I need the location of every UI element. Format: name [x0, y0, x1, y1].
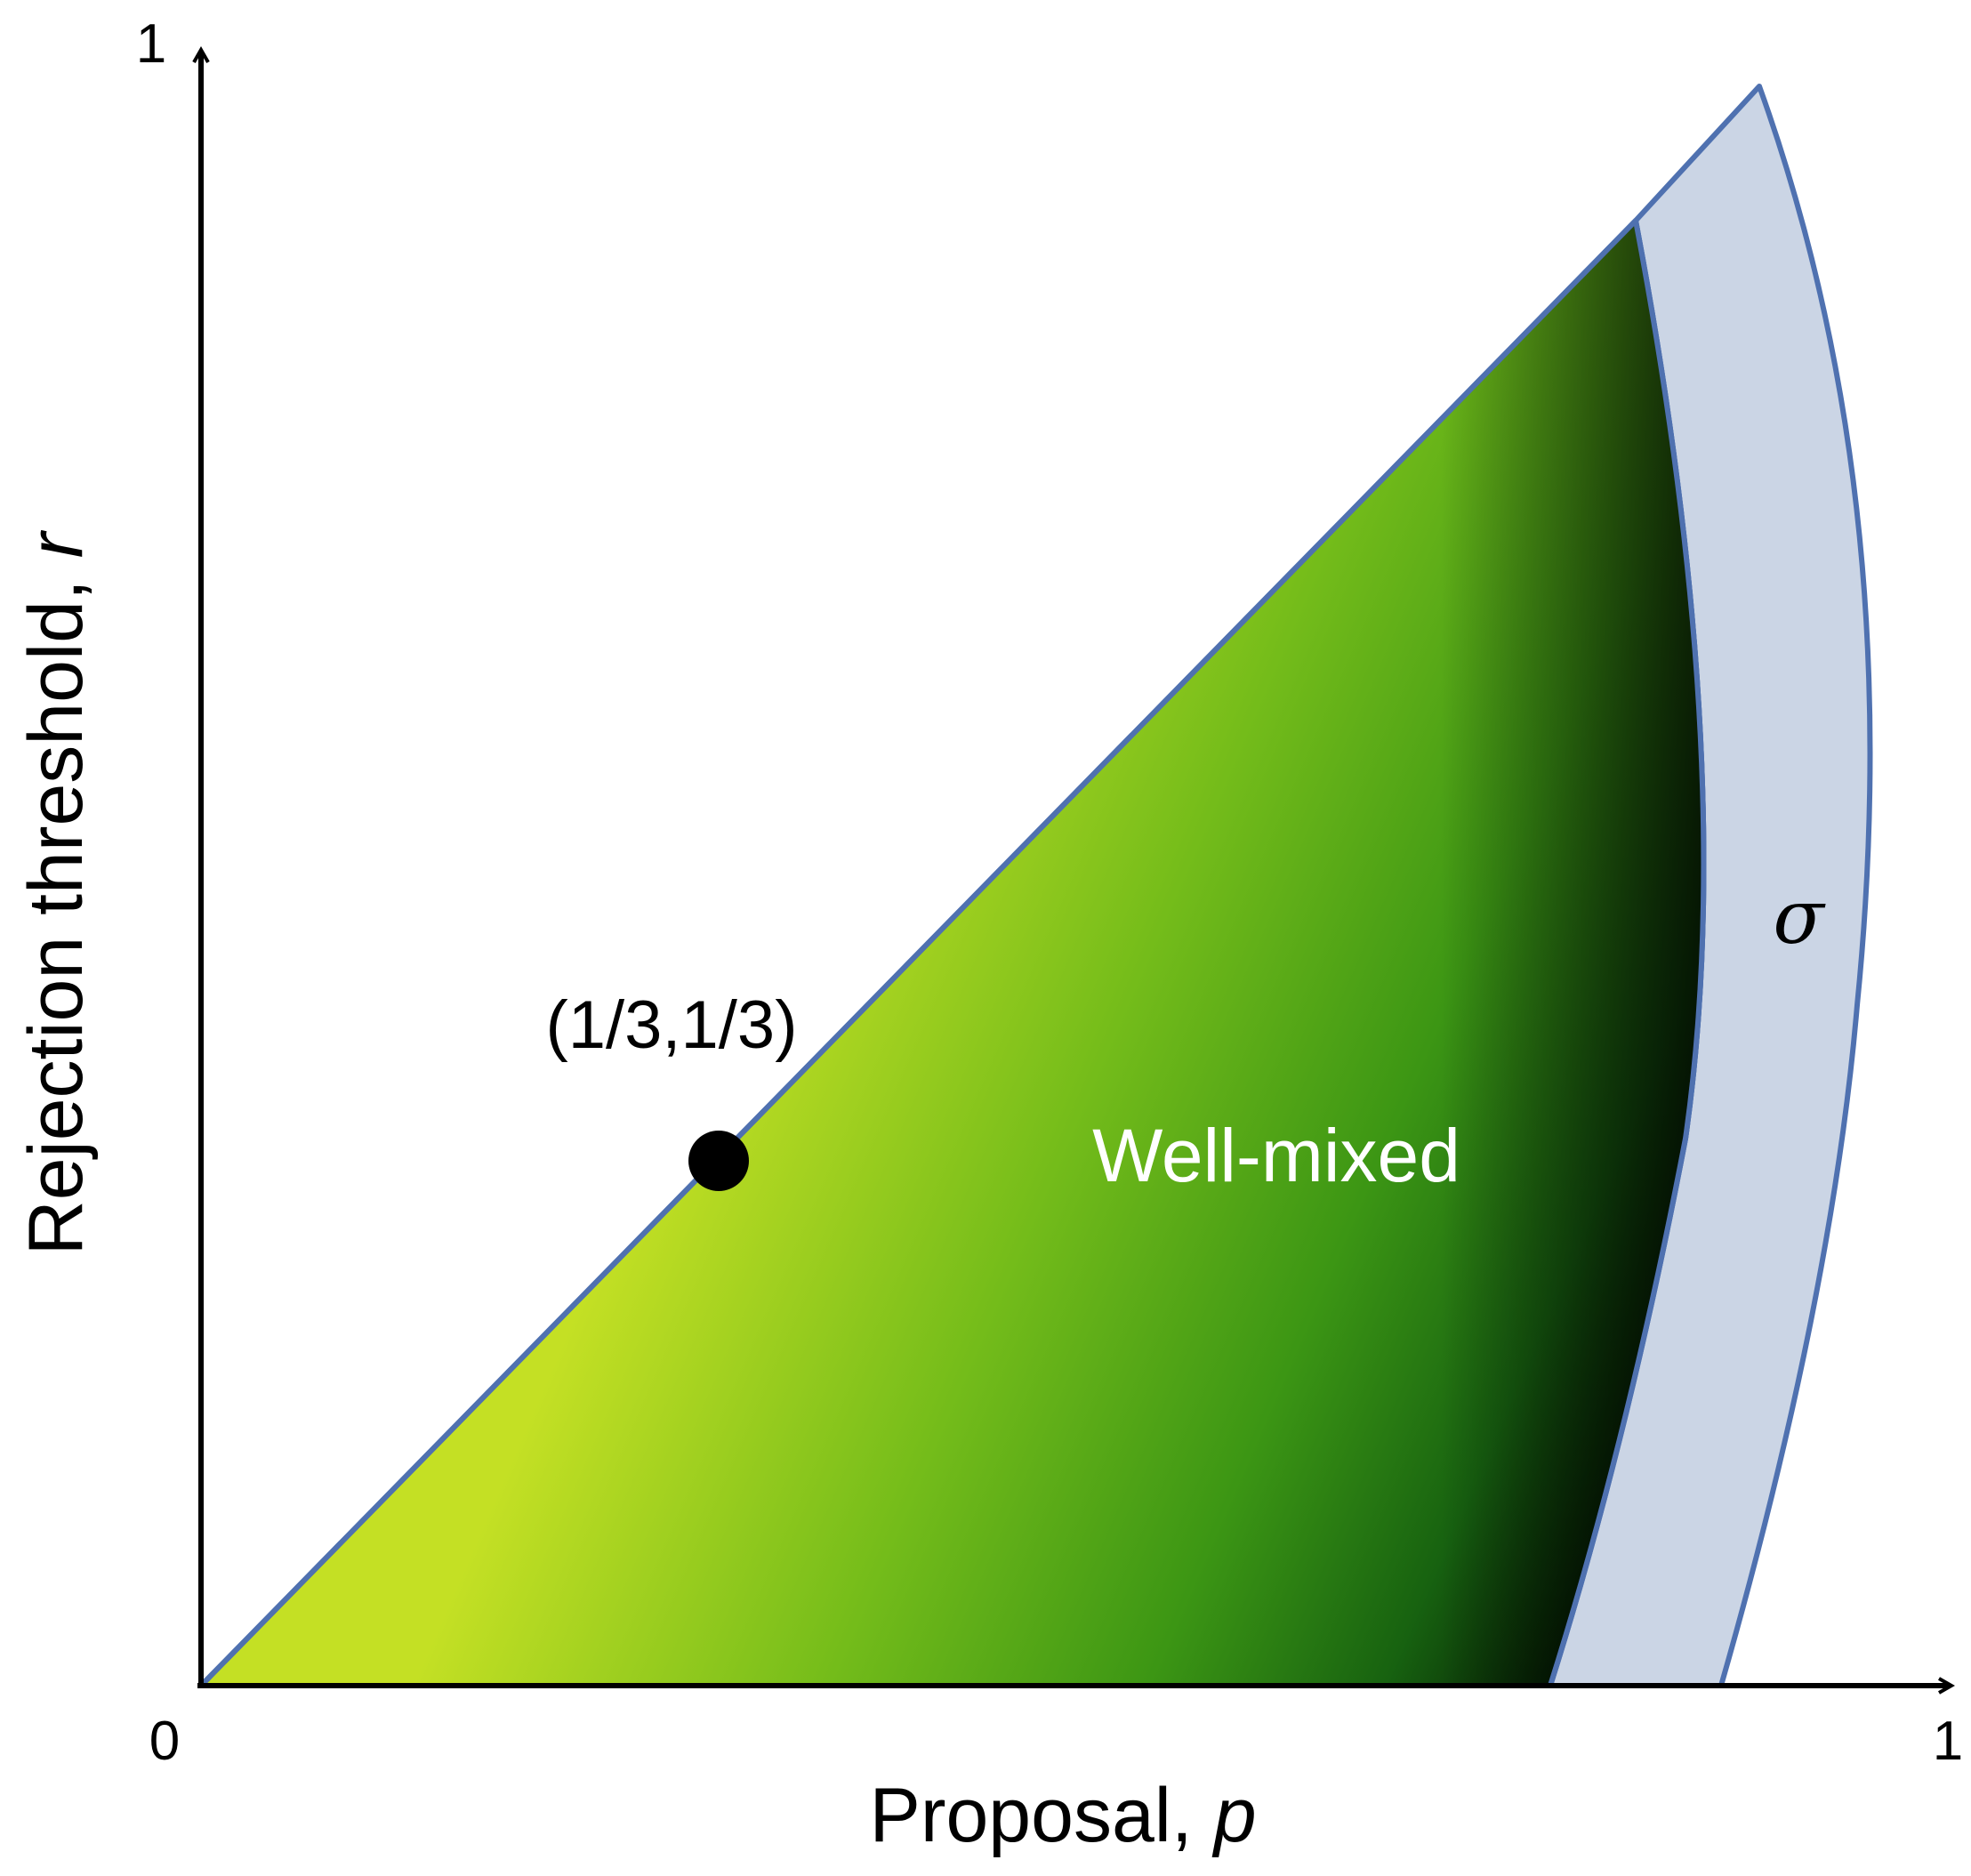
well-mixed-dark-edge [201, 221, 1704, 1686]
y-axis-title: Rejection threshold, r [13, 529, 99, 1255]
x-axis-variable: p [1211, 1773, 1257, 1858]
fair-point-label: (1/3,1/3) [545, 987, 797, 1063]
x-axis-title: Proposal, p [869, 1773, 1256, 1858]
x-axis-title-text: Proposal, [869, 1773, 1213, 1858]
y-max-label: 1 [136, 13, 166, 75]
y-axis-variable: r [13, 529, 99, 558]
origin-label: 0 [149, 1711, 180, 1772]
fair-point-marker [688, 1131, 749, 1191]
well-mixed-outline [198, 218, 1707, 1688]
well-mixed-label: Well-mixed [1092, 1114, 1460, 1197]
x-max-label: 1 [1933, 1711, 1963, 1772]
y-axis-title-text: Rejection threshold, [13, 558, 99, 1255]
sigma-label: σ [1773, 874, 1826, 961]
